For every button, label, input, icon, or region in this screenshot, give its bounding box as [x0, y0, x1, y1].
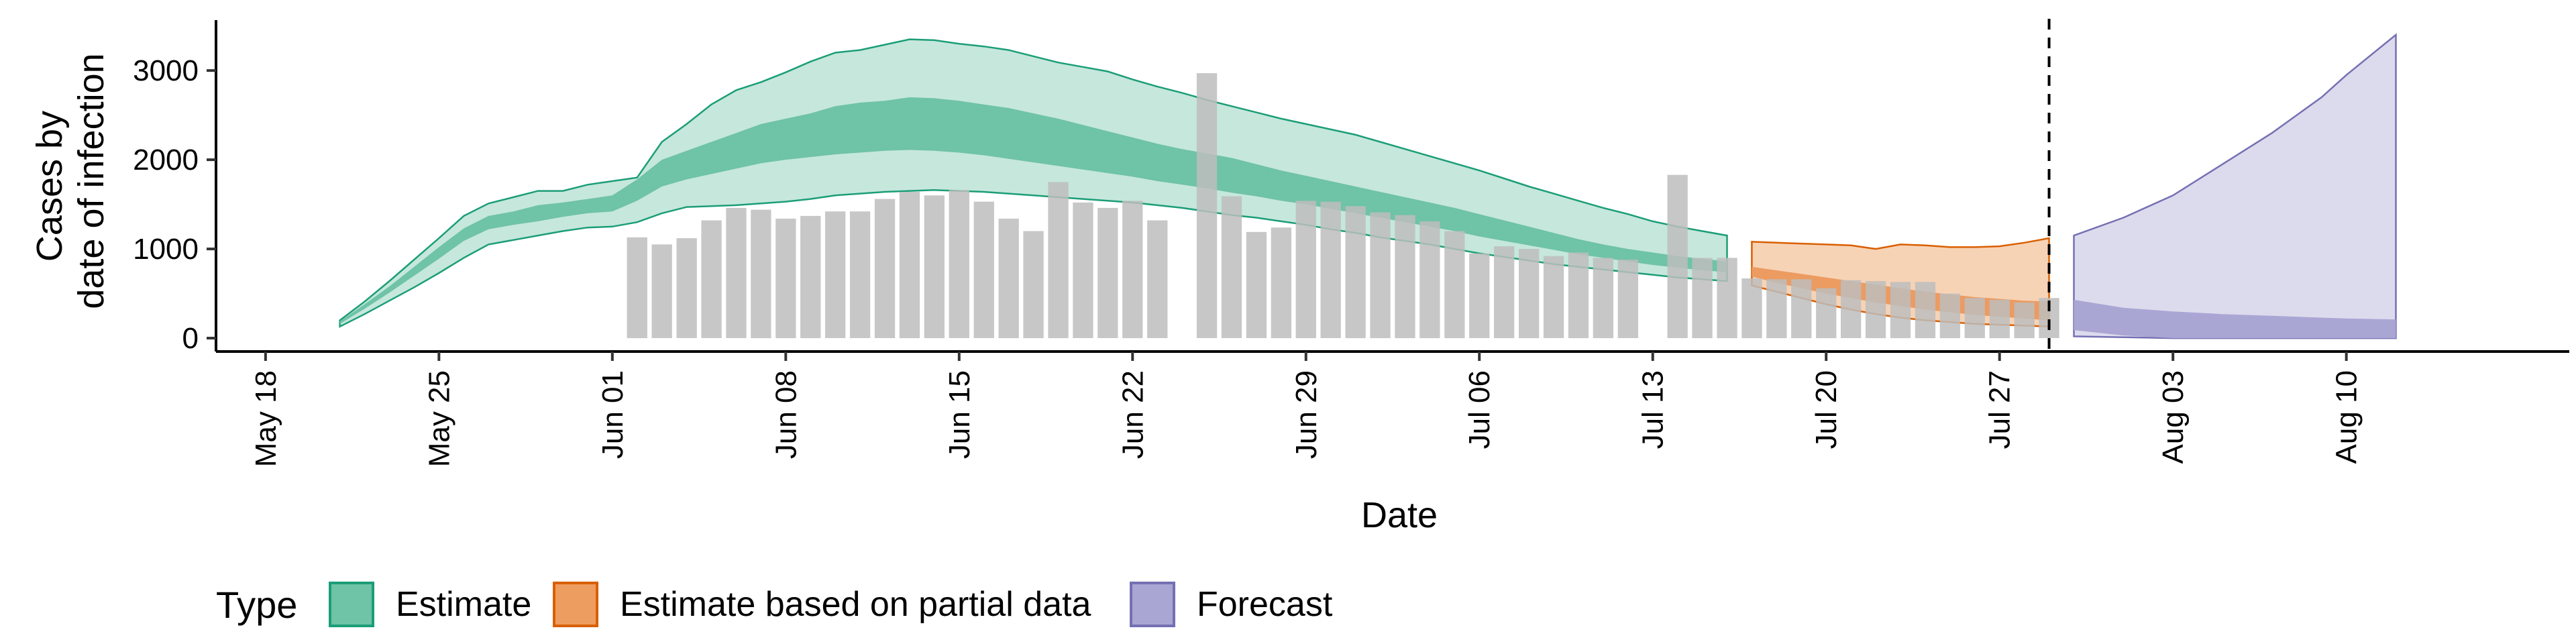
bar [1791, 279, 1812, 339]
x-axis-title: Date [1361, 495, 1438, 535]
y-tick-label: 2000 [133, 144, 199, 176]
legend-label-forecast: Forecast [1197, 585, 1333, 624]
bar [973, 201, 994, 338]
bar [1717, 258, 1737, 339]
bar [1939, 293, 1960, 339]
bar [1989, 299, 2010, 339]
legend-key-estimate [329, 582, 374, 627]
bar [1964, 298, 1985, 338]
bar [825, 211, 846, 338]
y-axis-title: Cases by date of infection [30, 53, 111, 309]
ribbon-90-forecast [2073, 33, 2397, 339]
bar [1419, 221, 1440, 339]
legend-title: Type [216, 584, 297, 626]
x-tick-label: Jun 01 [596, 370, 629, 459]
bar [849, 211, 871, 338]
bar [1915, 282, 1936, 339]
bar [1048, 182, 1069, 339]
y-axis-title-line-2: date of infection [71, 53, 111, 309]
bar [1295, 201, 1316, 339]
x-tick-label: Jun 15 [943, 370, 976, 459]
bar [1345, 206, 1366, 339]
x-tick-label: May 25 [423, 370, 455, 467]
bar [1469, 253, 1490, 338]
bar [1370, 212, 1391, 339]
x-tick-label: Aug 10 [2330, 370, 2363, 464]
bar [1692, 258, 1713, 339]
bar [775, 218, 796, 339]
x-tick-label: May 18 [250, 370, 282, 467]
bar [1667, 174, 1688, 338]
legend-key-forecast [1130, 582, 1175, 627]
bar [676, 238, 697, 338]
bar [1519, 249, 1540, 339]
bar [1841, 280, 1862, 338]
bar [1147, 220, 1168, 338]
bar [1444, 231, 1465, 339]
bar [1568, 252, 1589, 339]
bar [1097, 207, 1118, 338]
y-tick-label: 1000 [133, 233, 199, 266]
y-axis-title-line-1: Cases by [30, 111, 70, 262]
y-tick-label: 0 [182, 322, 199, 355]
axes [215, 20, 2569, 353]
bar [2014, 302, 2035, 339]
ribbon-50-estimate [339, 97, 1727, 324]
bar [651, 244, 672, 338]
bar [1122, 201, 1143, 339]
bar [949, 190, 969, 338]
bar [998, 218, 1019, 339]
x-tick-label: Jun 29 [1290, 370, 1323, 459]
legend-label-partial: Estimate based on partial data [620, 585, 1091, 624]
bar [874, 199, 896, 338]
bar [627, 237, 647, 339]
bar [1865, 281, 1886, 339]
bar [1543, 256, 1564, 338]
bar [924, 195, 945, 339]
y-tick-label: 3000 [133, 54, 199, 87]
bar [726, 207, 747, 338]
bar [1221, 196, 1242, 338]
bar-layer [627, 73, 2059, 339]
x-tick-label: Aug 03 [2157, 370, 2190, 464]
bar [1494, 246, 1515, 339]
bar [1593, 258, 1613, 339]
x-tick-label: Jul 06 [1463, 370, 1496, 449]
ribbon-layer [339, 33, 2397, 339]
x-tick-label: Jul 27 [1984, 370, 2017, 449]
bar [1395, 215, 1415, 339]
bar [751, 209, 771, 339]
bar [1617, 260, 1638, 338]
bar [1320, 201, 1341, 338]
legend-key-partial [553, 582, 598, 627]
legend-label-estimate: Estimate [396, 585, 531, 624]
bar [1271, 227, 1291, 339]
bar [1023, 231, 1044, 339]
bar [1246, 231, 1267, 338]
bar [899, 192, 920, 339]
bar [701, 220, 722, 338]
bar [1766, 279, 1787, 339]
bar [1741, 278, 1762, 339]
y-axis-ticks: 0 1000 2000 3000 [133, 54, 216, 355]
bar [1890, 282, 1911, 339]
x-tick-label: Jun 08 [769, 370, 802, 459]
bar [1196, 73, 1218, 338]
bar [1073, 202, 1093, 338]
x-tick-label: Jul 20 [1810, 370, 1843, 449]
x-axis-ticks: May 18 May 25 Jun 01 Jun 08 Jun 15 Jun 22 Jun … [250, 352, 2363, 467]
bar [1816, 288, 1837, 339]
x-tick-label: Jul 13 [1637, 370, 1670, 449]
bar [800, 215, 821, 339]
ribbon-50-forecast [2074, 299, 2396, 339]
x-tick-label: Jun 22 [1116, 370, 1149, 459]
legend: Type Estimate Estimate based on partial … [216, 582, 1333, 627]
